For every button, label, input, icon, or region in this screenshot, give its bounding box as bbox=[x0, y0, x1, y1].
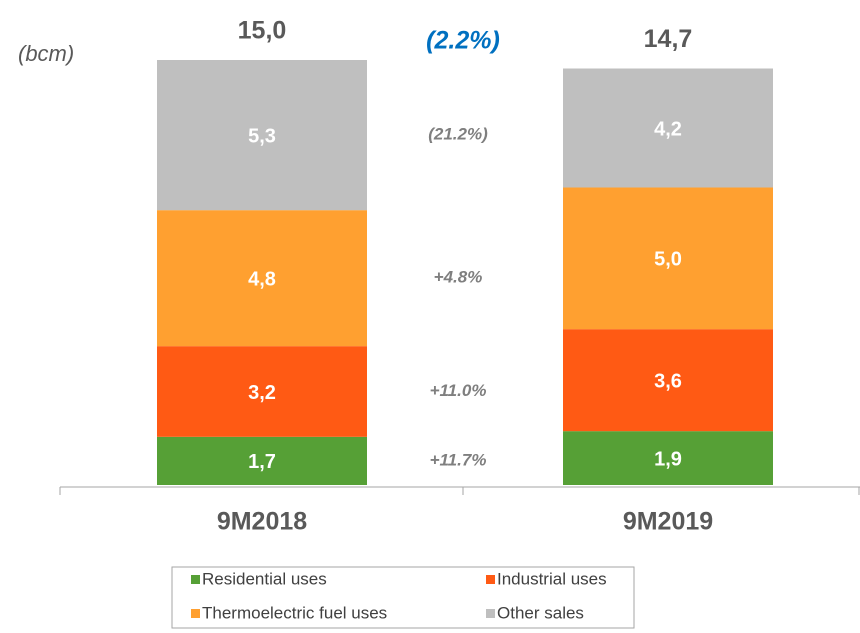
bar-segment bbox=[157, 60, 367, 211]
bar-segment bbox=[563, 187, 773, 330]
bar-segment bbox=[157, 346, 367, 437]
total-change: (2.2%) bbox=[426, 27, 500, 55]
legend-swatch bbox=[191, 575, 200, 584]
legend-label: Residential uses bbox=[202, 569, 327, 588]
value-label: 3,6 bbox=[654, 370, 682, 392]
legend-box bbox=[171, 566, 635, 629]
change-label: (21.2%) bbox=[428, 125, 488, 144]
category-label: 9M2018 bbox=[217, 508, 307, 536]
value-label: 3,2 bbox=[248, 382, 276, 404]
bar-segment bbox=[157, 436, 367, 485]
bar-segment bbox=[563, 68, 773, 188]
value-label: 5,0 bbox=[654, 249, 682, 271]
total-label: 14,7 bbox=[644, 25, 693, 53]
bar-segment bbox=[563, 329, 773, 432]
bar-segment bbox=[157, 210, 367, 347]
legend-label: Thermoelectric fuel uses bbox=[202, 603, 387, 622]
value-label: 5,3 bbox=[248, 125, 276, 147]
change-label: +11.0% bbox=[430, 381, 487, 400]
legend-label: Industrial uses bbox=[497, 569, 607, 588]
legend-label: Other sales bbox=[497, 603, 584, 622]
change-label: +4.8% bbox=[434, 268, 483, 287]
total-label: 15,0 bbox=[238, 17, 287, 45]
bar-segment bbox=[563, 431, 773, 485]
legend-swatch bbox=[486, 609, 495, 618]
legend-swatch bbox=[191, 609, 200, 618]
change-label: +11.7% bbox=[430, 450, 487, 469]
value-label: 4,2 bbox=[654, 118, 682, 140]
unit-label: (bcm) bbox=[18, 41, 74, 66]
value-label: 1,7 bbox=[248, 451, 276, 473]
value-label: 1,9 bbox=[654, 448, 682, 470]
legend-swatch bbox=[486, 575, 495, 584]
category-label: 9M2019 bbox=[623, 508, 713, 536]
value-label: 4,8 bbox=[248, 268, 276, 290]
